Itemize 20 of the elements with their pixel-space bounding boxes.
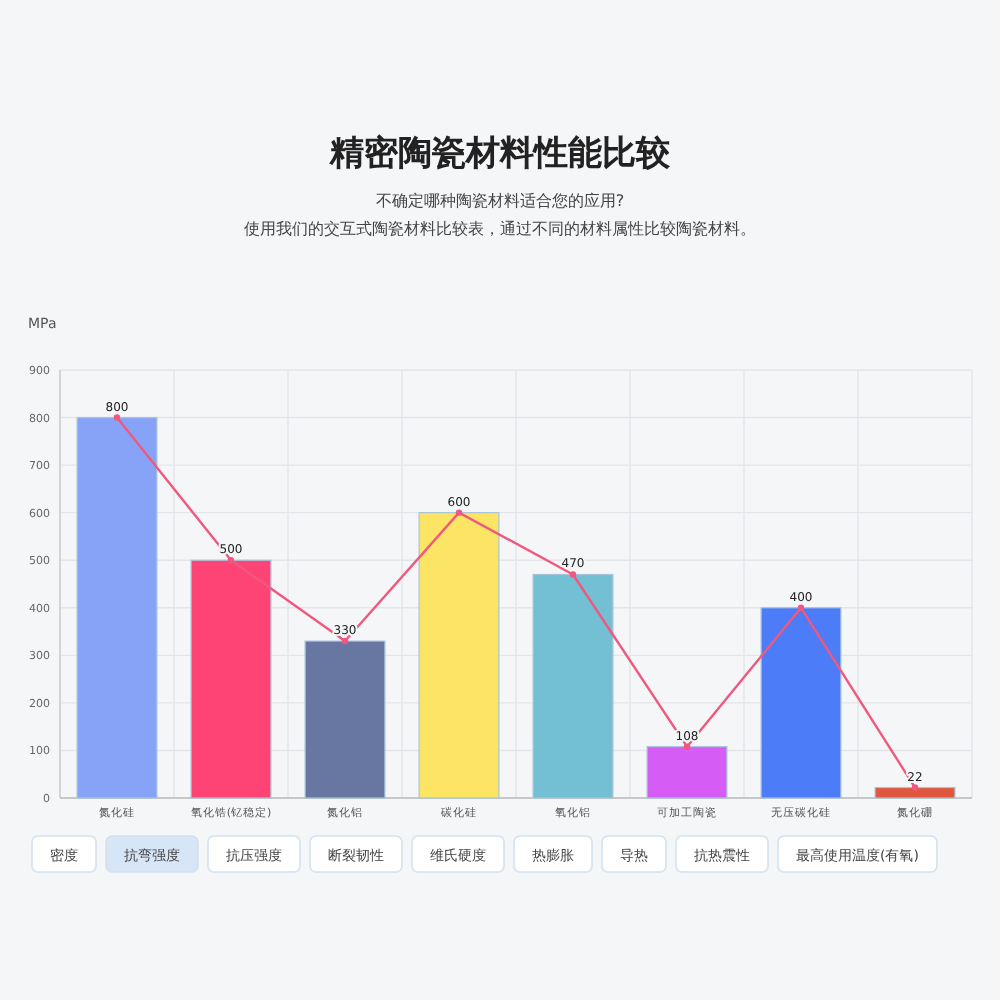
bar xyxy=(76,416,158,799)
point xyxy=(455,509,463,516)
point xyxy=(227,557,235,564)
point xyxy=(113,414,121,421)
bar xyxy=(760,607,842,799)
bar xyxy=(874,786,956,799)
bar xyxy=(418,512,500,799)
bar xyxy=(532,573,614,799)
point xyxy=(911,784,919,791)
chart-subtitle: 不确定哪种陶瓷材料适合您的应用? xyxy=(375,192,625,210)
point xyxy=(683,743,691,750)
bar xyxy=(190,559,272,799)
point xyxy=(341,637,349,645)
text: 使用我们的交互式陶瓷材料比较表，通过不同的材料属性比较陶瓷材料。 xyxy=(244,220,756,238)
bar xyxy=(304,640,386,799)
bar xyxy=(646,746,728,799)
point xyxy=(569,571,577,578)
point xyxy=(797,604,805,611)
chart-title: 精密陶瓷材料性能比较 xyxy=(328,134,672,174)
line-series xyxy=(113,414,919,791)
